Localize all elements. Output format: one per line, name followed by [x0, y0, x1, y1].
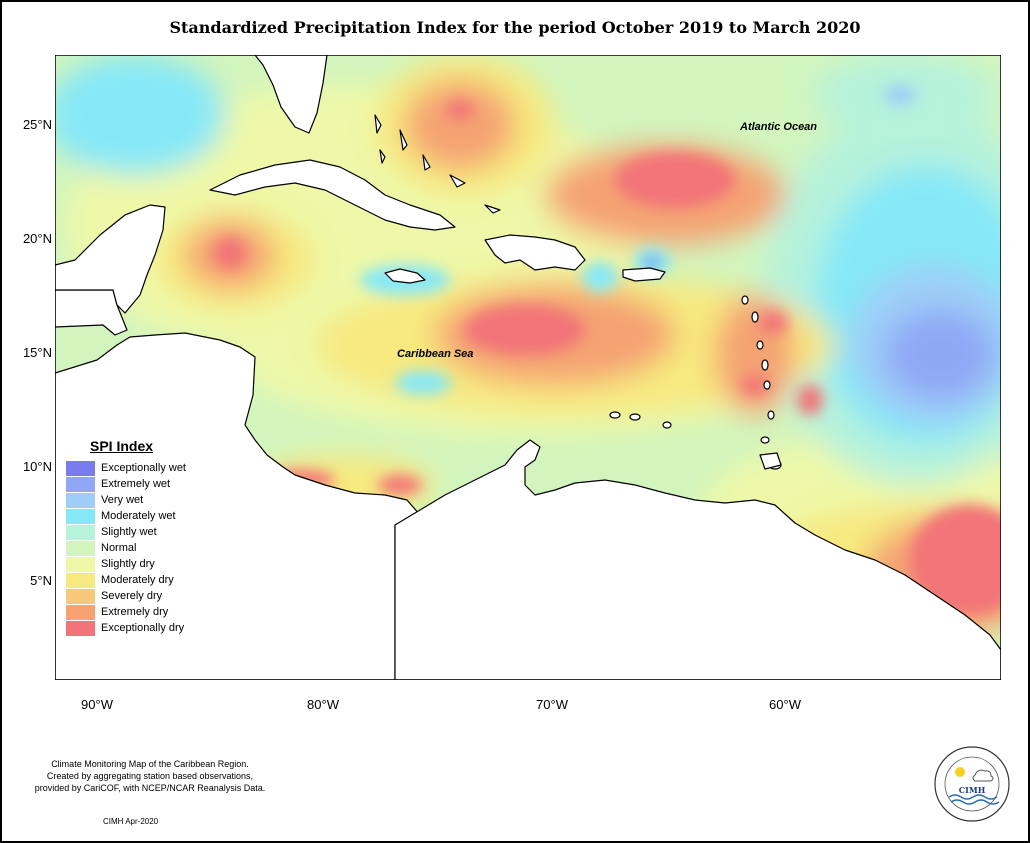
legend-label: Moderately dry [101, 574, 174, 586]
legend-label: Slightly dry [101, 558, 155, 570]
legend-item: Slightly dry [66, 556, 216, 572]
lat-label-25n: 25°N [22, 117, 52, 132]
logo-text: CIMH [959, 785, 986, 795]
cloud-icon [972, 769, 994, 782]
legend-label: Extremely wet [101, 478, 171, 490]
legend-label: Slightly wet [101, 526, 157, 538]
cuba-landmass [209, 159, 456, 231]
lon-label-90w: 90°W [81, 697, 113, 712]
credit-line-1: Climate Monitoring Map of the Caribbean … [51, 759, 249, 769]
legend-swatch [66, 460, 95, 476]
legend-title: SPI Index [90, 438, 154, 454]
legend-item: Extremely dry [66, 604, 216, 620]
legend-item: Moderately wet [66, 508, 216, 524]
legend-swatch [66, 492, 95, 508]
legend-item: Very wet [66, 492, 216, 508]
south-america-landmass [394, 439, 1001, 680]
legend-label: Moderately wet [101, 510, 176, 522]
legend-swatch [66, 556, 95, 572]
lon-label-80w: 80°W [307, 697, 339, 712]
legend-swatch [66, 604, 95, 620]
lat-label-15n: 15°N [22, 345, 52, 360]
legend-label: Severely dry [101, 590, 163, 602]
legend-swatch [66, 524, 95, 540]
lat-label-20n: 20°N [22, 231, 52, 246]
issue-date: CIMH Apr-2020 [103, 817, 159, 826]
legend-label: Exceptionally dry [101, 622, 185, 634]
lat-label-10n: 10°N [22, 459, 52, 474]
legend-label: Exceptionally wet [101, 462, 186, 474]
legend-label: Extremely dry [101, 606, 169, 618]
legend-label: Normal [101, 542, 137, 554]
legend-swatch [66, 476, 95, 492]
legend-swatch [66, 588, 95, 604]
caribbean-sea-label: Caribbean Sea [397, 348, 473, 360]
cimh-logo: CIMH [934, 746, 1010, 822]
legend-swatch [66, 540, 95, 556]
wave-icon [948, 794, 998, 800]
legend-item: Severely dry [66, 588, 216, 604]
puerto-rico-landmass [622, 267, 666, 282]
credit-line-2: Created by aggregating station based obs… [46, 771, 254, 781]
lon-label-70w: 70°W [536, 697, 568, 712]
spi-legend: SPI Index Exceptionally wet Extremely wet… [66, 438, 216, 636]
lon-label-60w: 60°W [769, 697, 801, 712]
lat-label-5n: 5°N [30, 573, 52, 588]
map-title: Standardized Precipitation Index for the… [169, 18, 861, 37]
legend-item: Exceptionally dry [66, 620, 216, 636]
yucatan-landmass [55, 204, 166, 314]
legend-swatch [66, 620, 95, 636]
legend-swatch [66, 572, 95, 588]
sun-icon [955, 767, 965, 777]
legend-item: Moderately dry [66, 572, 216, 588]
legend-item: Normal [66, 540, 216, 556]
legend-item: Extremely wet [66, 476, 216, 492]
legend-label: Very wet [101, 494, 144, 506]
hispaniola-landmass [484, 234, 586, 271]
jamaica-landmass [384, 268, 426, 284]
legend-item: Exceptionally wet [66, 460, 216, 476]
credit-line-3: provided by CariCOF, with NCEP/NCAR Rean… [34, 783, 266, 793]
florida-landmass [254, 55, 328, 134]
spi-map: Atlantic Ocean Caribbean Sea [55, 55, 1001, 680]
map-credits: Climate Monitoring Map of the Caribbean … [20, 758, 280, 794]
legend-item: Slightly wet [66, 524, 216, 540]
legend-swatch [66, 508, 95, 524]
atlantic-ocean-label: Atlantic Ocean [739, 121, 817, 133]
